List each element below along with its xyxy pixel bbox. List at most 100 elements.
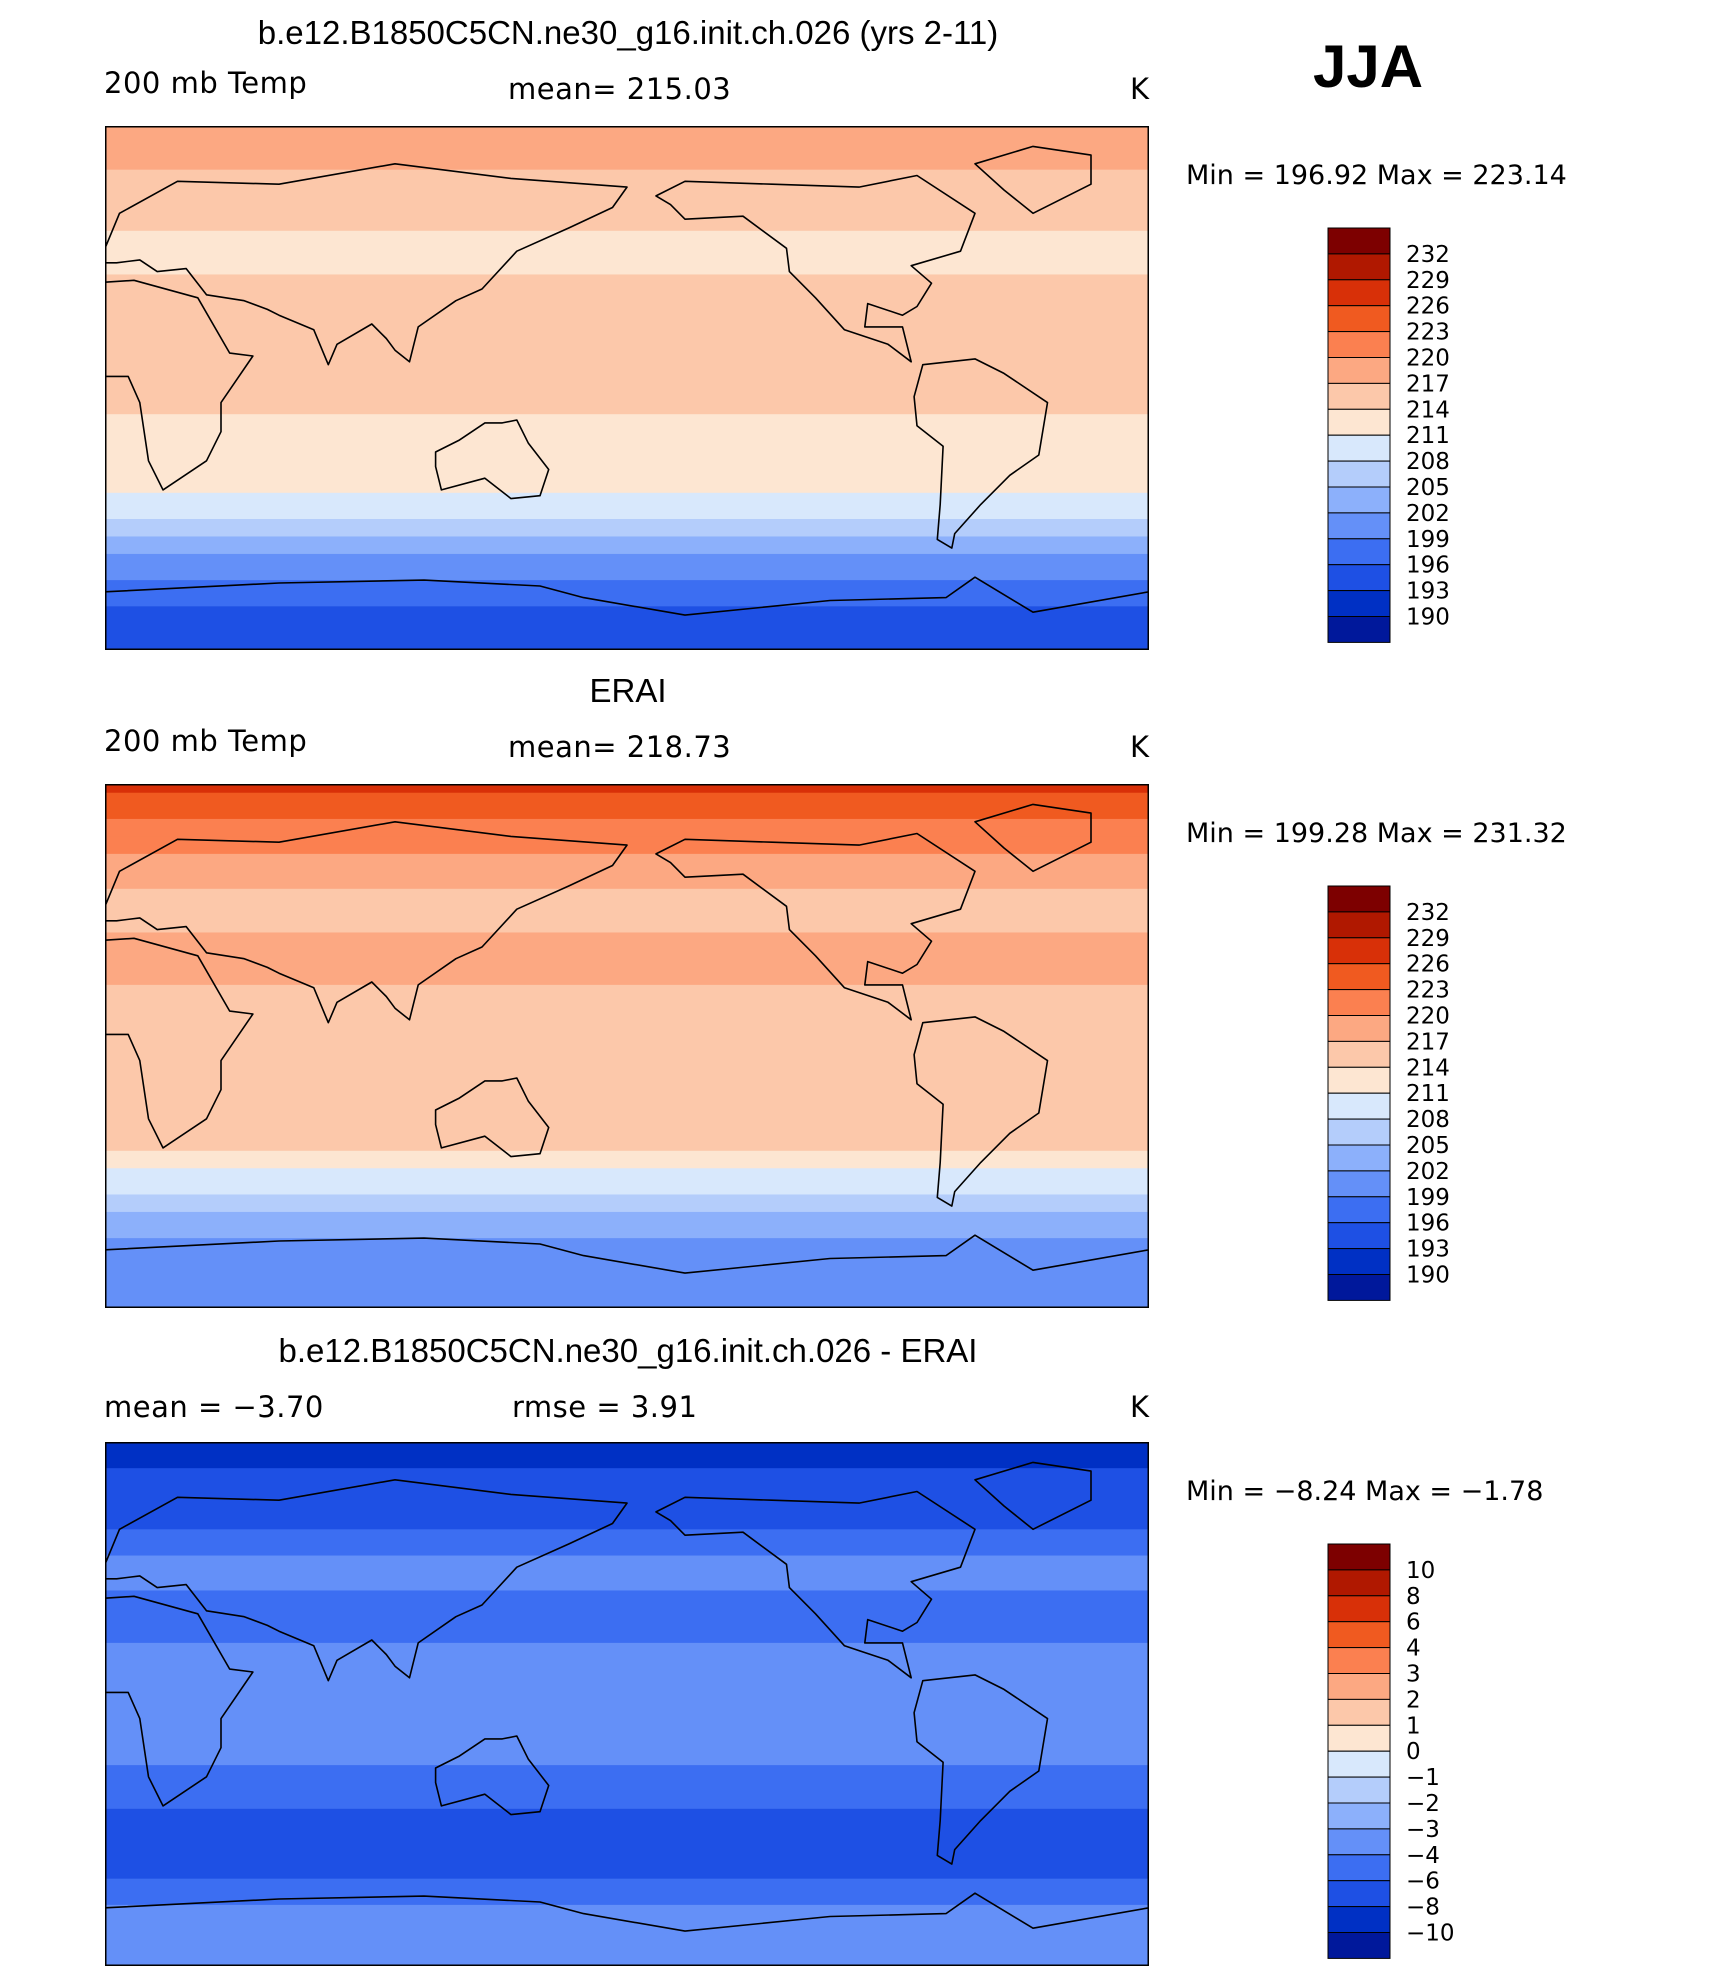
map-frame <box>105 126 1149 650</box>
contour-band <box>105 1904 1149 1915</box>
contour-band <box>105 1634 1149 1644</box>
contour-band <box>105 1281 1149 1292</box>
contour-band <box>105 623 1149 634</box>
contour-band <box>105 1791 1149 1801</box>
colorbar-label: 208 <box>1406 1107 1450 1133</box>
contour-band <box>105 1503 1149 1513</box>
coastline <box>105 1595 254 1807</box>
contour-band <box>105 984 1149 995</box>
contour-band <box>105 361 1149 372</box>
contour-band <box>105 1625 1149 1635</box>
contour-band <box>105 1273 1149 1283</box>
colorbar-label: 196 <box>1406 1211 1450 1237</box>
coastline <box>974 803 1092 873</box>
contour-band <box>105 1072 1149 1082</box>
colorbar-label: 1 <box>1406 1713 1421 1739</box>
coastline <box>974 1461 1092 1531</box>
contour-band <box>105 1150 1149 1161</box>
contour-band <box>105 1002 1149 1012</box>
colorbar-label: −1 <box>1406 1765 1440 1791</box>
colorbar-label: 202 <box>1406 1159 1450 1185</box>
coastline <box>105 937 254 1149</box>
map-contour-bands <box>105 126 1149 650</box>
contour-band <box>105 810 1149 820</box>
contour-band <box>105 1808 1149 1819</box>
coastline <box>655 174 976 363</box>
coastline <box>105 1892 1149 1966</box>
colorbar-box <box>1327 1724 1391 1752</box>
contour-band <box>105 1450 1149 1461</box>
contour-band <box>105 1246 1149 1257</box>
contour-band <box>105 1264 1149 1274</box>
colorbar-label: 232 <box>1406 900 1450 926</box>
colorbar-label: 211 <box>1406 423 1450 449</box>
contour-band <box>105 1869 1149 1880</box>
contour-band <box>105 195 1149 206</box>
contour-band <box>105 801 1149 811</box>
coastline <box>434 1077 550 1158</box>
contour-band <box>105 1238 1149 1248</box>
contour-band <box>105 1695 1149 1705</box>
contour-band <box>105 1089 1149 1100</box>
contour-band <box>105 1800 1149 1810</box>
contour-band <box>105 906 1149 916</box>
contour-band <box>105 1852 1149 1862</box>
contour-band <box>105 1686 1149 1697</box>
contour-band <box>105 126 1149 136</box>
contour-band <box>105 1738 1149 1749</box>
contour-band <box>105 853 1149 864</box>
contour-band <box>105 449 1149 459</box>
colorbar-label: −6 <box>1406 1869 1440 1895</box>
contour-band <box>105 1843 1149 1854</box>
colorbar-box <box>1327 538 1391 566</box>
contour-band <box>105 492 1149 503</box>
contour-band <box>105 344 1149 354</box>
colorbar-label: 223 <box>1406 320 1450 346</box>
contour-band <box>105 1573 1149 1583</box>
colorbar-label: 199 <box>1406 1185 1450 1211</box>
panel-2-minmax: Min = 199.28 Max = 231.32 <box>1186 818 1567 849</box>
contour-band <box>105 967 1149 977</box>
contour-band <box>105 993 1149 1004</box>
panel-1-colorbar: 2322292262232202172142112082052021991961… <box>1327 227 1450 643</box>
contour-band <box>105 1712 1149 1723</box>
contour-band <box>105 230 1149 241</box>
contour-band <box>105 335 1149 346</box>
contour-band <box>105 1229 1149 1239</box>
contour-band <box>105 1299 1149 1308</box>
colorbar-box <box>1327 1196 1391 1224</box>
panel-1-title: b.e12.B1850C5CN.ne30_g16.init.ch.026 (yr… <box>257 14 999 51</box>
colorbar-label: 10 <box>1406 1558 1435 1584</box>
contour-band <box>105 1011 1149 1021</box>
contour-band <box>105 370 1149 381</box>
contour-band <box>105 1887 1149 1897</box>
contour-band <box>105 1468 1149 1478</box>
colorbar-label: 226 <box>1406 294 1450 320</box>
contour-band <box>105 431 1149 442</box>
panel-1-left-label: 200 mb Temp <box>104 66 308 100</box>
contour-band <box>105 291 1149 302</box>
contour-band <box>105 1730 1149 1740</box>
contour-band <box>105 632 1149 643</box>
colorbar-box <box>1327 279 1391 307</box>
contour-band <box>105 440 1149 450</box>
contour-band <box>105 274 1149 284</box>
panel-1-units: K <box>1130 72 1150 106</box>
contour-band <box>105 422 1149 433</box>
contour-band <box>105 1660 1149 1670</box>
contour-band <box>105 1677 1149 1688</box>
contour-band <box>105 571 1149 581</box>
contour-band <box>105 845 1149 855</box>
contour-band <box>105 1290 1149 1301</box>
coastlines <box>105 1461 1149 1966</box>
contour-band <box>105 213 1149 223</box>
contour-band <box>105 1203 1149 1213</box>
coastline <box>655 832 976 1021</box>
colorbar-label: 208 <box>1406 449 1450 475</box>
colorbar-label: 220 <box>1406 1004 1450 1030</box>
colorbar-box <box>1327 305 1391 333</box>
contour-band <box>105 1616 1149 1627</box>
colorbar-label: −4 <box>1406 1843 1440 1869</box>
coastline <box>434 419 550 500</box>
colorbar-label: 229 <box>1406 926 1450 952</box>
